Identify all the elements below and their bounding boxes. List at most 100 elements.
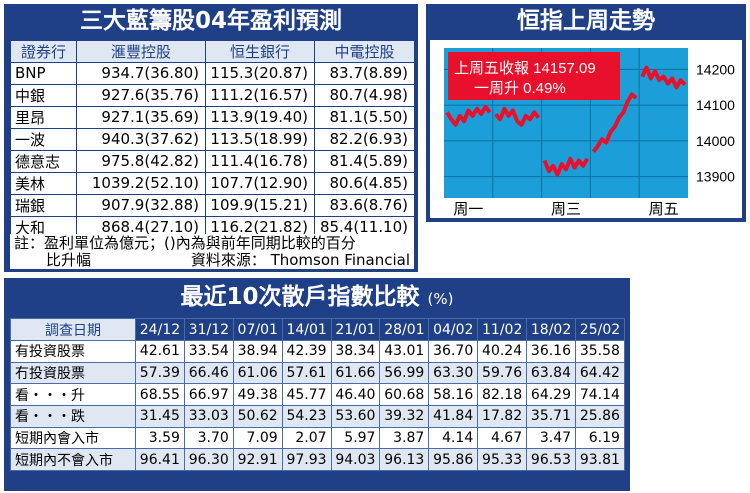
survey-title-text: 最近10次散戶指數比較 bbox=[180, 284, 420, 310]
survey-row-label: 有投資股票 bbox=[10, 340, 136, 363]
survey-value: 82.18 bbox=[477, 383, 528, 407]
survey-value: 39.32 bbox=[379, 405, 430, 428]
broker-name: 美林 bbox=[10, 171, 77, 195]
survey-date-header: 24/12 bbox=[135, 318, 185, 341]
survey-value: 59.76 bbox=[477, 361, 528, 385]
forecast-hang-seng: 115.3(20.87) bbox=[205, 62, 315, 85]
earnings-row: 里昂 927.1(35.69) 113.9(19.40) 81.1(5.50) bbox=[10, 105, 415, 129]
note-source: 資料來源： Thomson Financial bbox=[190, 251, 410, 269]
forecast-clp: 81.4(5.89) bbox=[314, 149, 415, 173]
survey-value: 93.81 bbox=[575, 448, 625, 472]
survey-row-label: 看・・・升 bbox=[10, 383, 136, 407]
survey-value: 3.70 bbox=[183, 426, 234, 450]
forecast-hang-seng: 107.7(12.90) bbox=[205, 171, 315, 195]
hsi-line-5 bbox=[640, 65, 687, 90]
survey-value: 96.53 bbox=[526, 448, 577, 472]
survey-value: 95.86 bbox=[428, 448, 479, 472]
survey-table: 調查日期 24/12 31/12 07/01 14/01 21/01 28/01 04/02 1… bbox=[10, 318, 625, 472]
survey-value: 66.46 bbox=[183, 361, 234, 385]
survey-value: 53.60 bbox=[330, 405, 381, 428]
y-tick-label: 13900 bbox=[696, 169, 735, 185]
survey-value: 58.16 bbox=[428, 383, 479, 407]
forecast-hang-seng: 109.9(15.21) bbox=[205, 193, 315, 217]
header-hsbc: 滙豐控股 bbox=[76, 40, 206, 63]
forecast-clp: 83.7(8.89) bbox=[314, 62, 415, 85]
survey-value: 4.14 bbox=[428, 426, 479, 450]
survey-value: 68.55 bbox=[135, 383, 185, 407]
survey-date-header: 11/02 bbox=[477, 318, 528, 341]
earnings-row: 美林 1039.2(52.10) 107.7(12.90) 80.6(4.85) bbox=[10, 171, 415, 195]
survey-value: 60.68 bbox=[379, 383, 430, 407]
survey-value: 63.84 bbox=[526, 361, 577, 385]
y-tick-label: 14000 bbox=[696, 133, 735, 149]
forecast-hsbc: 975.8(42.82) bbox=[76, 149, 206, 173]
survey-row-label: 看・・・跌 bbox=[10, 405, 136, 428]
header-clp: 中電控股 bbox=[314, 40, 415, 63]
survey-value: 66.97 bbox=[183, 383, 234, 407]
survey-unit: (%) bbox=[427, 290, 454, 308]
forecast-hsbc: 927.1(35.69) bbox=[76, 105, 206, 129]
hsi-line-4 bbox=[591, 92, 638, 153]
forecast-hsbc: 1039.2(52.10) bbox=[76, 171, 206, 195]
survey-value: 3.47 bbox=[526, 426, 577, 450]
survey-row: 看・・・升 68.55 66.97 49.38 45.77 46.40 60.68 58.16… bbox=[10, 383, 625, 407]
broker-name: BNP bbox=[10, 62, 77, 85]
survey-value: 57.39 bbox=[135, 361, 185, 385]
forecast-clp: 82.2(6.93) bbox=[314, 127, 415, 151]
hsi-line-3 bbox=[542, 156, 590, 177]
survey-value: 3.87 bbox=[379, 426, 430, 450]
earnings-body: BNP 934.7(36.80) 115.3(20.87) 83.7(8.89) 中銀 9… bbox=[10, 62, 415, 239]
header-hang-seng: 恒生銀行 bbox=[205, 40, 315, 63]
survey-value: 54.23 bbox=[281, 405, 332, 428]
forecast-hsbc: 868.4(27.10) bbox=[76, 215, 206, 239]
survey-value: 95.33 bbox=[477, 448, 528, 472]
survey-value: 36.16 bbox=[526, 340, 577, 363]
x-tick-label: 周三 bbox=[551, 200, 581, 218]
earnings-note: 註：盈利單位為億元；()內為與前年同期比較的百分 比升幅 資料來源： Thoms… bbox=[10, 234, 414, 269]
forecast-hsbc: 927.6(35.76) bbox=[76, 83, 206, 107]
earnings-row: BNP 934.7(36.80) 115.3(20.87) 83.7(8.89) bbox=[10, 62, 415, 85]
header-broker: 證券行 bbox=[10, 40, 77, 63]
survey-row: 短期內會入市 3.59 3.70 7.09 2.07 5.97 3.87 4.14 4.67 3.… bbox=[10, 426, 625, 450]
hsi-chart: 13900 14000 14100 14200 上周五收報 14157.09 一周升 0.… bbox=[444, 48, 735, 218]
survey-value: 96.41 bbox=[135, 448, 185, 472]
survey-value: 50.62 bbox=[232, 405, 283, 428]
earnings-row: 一波 940.3(37.62) 113.5(18.99) 82.2(6.93) bbox=[10, 127, 415, 151]
survey-value: 36.70 bbox=[428, 340, 479, 363]
survey-row: 冇投資股票 57.39 66.46 61.06 57.61 61.66 56.99 63.30… bbox=[10, 361, 625, 385]
survey-value: 33.03 bbox=[183, 405, 234, 428]
annotation-close: 上周五收報 14157.09 bbox=[454, 60, 596, 77]
survey-date-header: 21/01 bbox=[330, 318, 381, 341]
earnings-row: 瑞銀 907.9(32.88) 109.9(15.21) 83.6(8.76) bbox=[10, 193, 415, 217]
x-tick-label: 周一 bbox=[453, 200, 483, 218]
forecast-clp: 83.6(8.76) bbox=[314, 193, 415, 217]
earnings-row: 德意志 975.8(42.82) 111.4(16.78) 81.4(5.89) bbox=[10, 149, 415, 173]
survey-value: 96.13 bbox=[379, 448, 430, 472]
survey-value: 2.07 bbox=[281, 426, 332, 450]
broker-name: 瑞銀 bbox=[10, 193, 77, 217]
survey-value: 43.01 bbox=[379, 340, 430, 363]
note-unit-suffix: 比升幅 bbox=[46, 251, 92, 269]
survey-value: 25.86 bbox=[575, 405, 625, 428]
forecast-clp: 80.6(4.85) bbox=[314, 171, 415, 195]
earnings-header-row: 證券行 滙豐控股 恒生銀行 中電控股 bbox=[10, 40, 415, 63]
survey-body: 有投資股票 42.61 33.54 38.94 42.39 38.34 43.01 36.70… bbox=[10, 340, 625, 472]
survey-value: 31.45 bbox=[135, 405, 185, 428]
survey-title: 最近10次散戶指數比較 (%) bbox=[4, 280, 630, 314]
survey-value: 5.97 bbox=[330, 426, 381, 450]
forecast-hsbc: 907.9(32.88) bbox=[76, 193, 206, 217]
survey-value: 33.54 bbox=[183, 340, 234, 363]
survey-value: 6.19 bbox=[575, 426, 625, 450]
survey-value: 61.06 bbox=[232, 361, 283, 385]
survey-row-label: 短期內會入市 bbox=[10, 426, 136, 450]
survey-value: 74.14 bbox=[575, 383, 625, 407]
earnings-forecast-panel: 三大藍籌股04年盈利預測 證券行 滙豐控股 恒生銀行 中電控股 BNP 934.7… bbox=[4, 4, 418, 272]
survey-value: 38.94 bbox=[232, 340, 283, 363]
forecast-hsbc: 940.3(37.62) bbox=[76, 127, 206, 151]
survey-row: 短期內不會入市 96.41 96.30 92.91 97.93 94.03 96.13 95.… bbox=[10, 448, 625, 472]
earnings-table: 證券行 滙豐控股 恒生銀行 中電控股 BNP 934.7(36.80) 115.3(… bbox=[10, 40, 415, 239]
survey-value: 63.30 bbox=[428, 361, 479, 385]
forecast-hang-seng: 116.2(21.82) bbox=[205, 215, 315, 239]
survey-value: 92.91 bbox=[232, 448, 283, 472]
y-tick-label: 14200 bbox=[696, 61, 735, 77]
